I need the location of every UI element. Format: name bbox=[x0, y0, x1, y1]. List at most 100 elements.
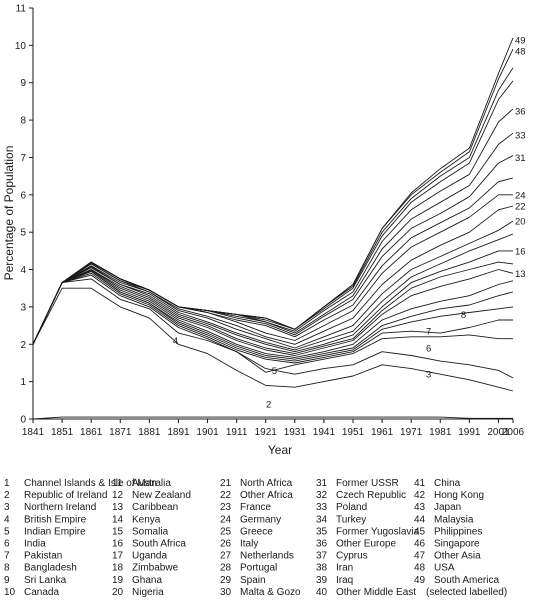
legend-text: Philippines bbox=[434, 526, 482, 537]
legend-text: Poland bbox=[336, 502, 367, 513]
x-tick-label: 1931 bbox=[284, 427, 307, 438]
legend-item: 20 Nigeria bbox=[112, 587, 164, 598]
legend-text: Former USSR bbox=[336, 478, 399, 489]
legend-item: 27 Netherlands bbox=[220, 551, 294, 562]
legend-text: Republic of Ireland bbox=[24, 490, 107, 501]
series-line-6 bbox=[32, 272, 513, 364]
legend-number: 8 bbox=[4, 563, 10, 574]
legend-number: 45 bbox=[414, 526, 426, 537]
legend-item: 45 Philippines bbox=[414, 526, 482, 537]
legend-number: 16 bbox=[112, 539, 124, 550]
legend-item: 49 South America bbox=[414, 575, 499, 586]
y-tick-label: 7 bbox=[20, 153, 26, 164]
y-tick-label: 0 bbox=[20, 415, 26, 426]
legend-item: 39 Iraq bbox=[316, 575, 353, 586]
legend-number: 49 bbox=[414, 575, 426, 586]
legend-number: 12 bbox=[112, 490, 124, 501]
legend-item: 24 Germany bbox=[220, 514, 281, 525]
x-tick-label: 2006 bbox=[502, 427, 525, 438]
legend-text: Other Asia bbox=[434, 551, 481, 562]
series-label: 2 bbox=[266, 400, 271, 411]
legend-number: 21 bbox=[220, 478, 232, 489]
legend-number: 2 bbox=[4, 490, 10, 501]
legend-number: 36 bbox=[316, 539, 328, 550]
legend-number: 28 bbox=[220, 563, 232, 574]
legend-item: 23 France bbox=[220, 502, 272, 513]
series-line-28 bbox=[32, 177, 514, 345]
y-tick-label: 11 bbox=[16, 4, 27, 15]
legend-number: 47 bbox=[414, 551, 426, 562]
legend-text: Iran bbox=[336, 563, 353, 574]
series-line-4 bbox=[32, 278, 514, 379]
legend-number: 39 bbox=[316, 575, 328, 586]
y-tick-label: 8 bbox=[20, 116, 26, 127]
legend-text: South Africa bbox=[132, 539, 186, 550]
legend-text: Czech Republic bbox=[336, 490, 406, 501]
legend-item: 5 Indian Empire bbox=[4, 526, 86, 537]
legend-number: 33 bbox=[316, 502, 328, 513]
legend-item: 2 Republic of Ireland bbox=[4, 490, 107, 501]
legend-number: 15 bbox=[112, 526, 124, 537]
legend-item: 6 India bbox=[4, 539, 46, 550]
legend-text: Netherlands bbox=[240, 551, 294, 562]
legend-item: 48 USA bbox=[414, 563, 455, 574]
x-tick-label: 1921 bbox=[255, 427, 278, 438]
series-line-14 bbox=[32, 261, 514, 355]
legend-item: 35 Former Yugoslavia bbox=[316, 526, 420, 537]
series-line-8 bbox=[32, 270, 514, 360]
series-line-20 bbox=[32, 220, 514, 349]
legend-item: 22 Other Africa bbox=[220, 490, 293, 501]
legend-item: 41 China bbox=[414, 478, 461, 489]
legend-item: 17 Uganda bbox=[112, 551, 167, 562]
legend-number: 3 bbox=[4, 502, 10, 513]
legend-number: 14 bbox=[112, 514, 124, 525]
series-line-18 bbox=[32, 233, 514, 351]
series-label: 36 bbox=[515, 106, 526, 117]
x-tick-label: 1951 bbox=[342, 427, 365, 438]
legend-text: Other Middle East bbox=[336, 587, 416, 598]
series-line-45 bbox=[32, 67, 514, 345]
legend-number: 4 bbox=[4, 514, 10, 525]
legend-item: 25 Greece bbox=[220, 526, 273, 537]
legend-text: Malaysia bbox=[434, 514, 474, 525]
legend-number: 38 bbox=[316, 563, 328, 574]
legend: 1 Channel Islands & Isle of Man 2 Republic … bbox=[4, 478, 507, 598]
legend-text: India bbox=[24, 539, 46, 550]
legend-text: Somalia bbox=[132, 526, 169, 537]
legend-text: Portugal bbox=[240, 563, 277, 574]
legend-text: Turkey bbox=[336, 514, 366, 525]
legend-text: Zimbabwe bbox=[132, 563, 179, 574]
legend-item: 14 Kenya bbox=[112, 514, 161, 525]
x-axis-ticks: 1841 1851 1861 1871 1881 1891 1901 1911 1921 1931… bbox=[22, 419, 525, 438]
series-line-1 bbox=[32, 416, 513, 420]
series-line-24 bbox=[32, 194, 513, 345]
legend-number: 25 bbox=[220, 526, 232, 537]
legend-number: 31 bbox=[316, 478, 328, 489]
x-tick-label: 1881 bbox=[138, 427, 161, 438]
legend-text: Bangladesh bbox=[24, 563, 77, 574]
y-tick-label: 6 bbox=[20, 190, 26, 201]
legend-item: 40 Other Middle East bbox=[316, 587, 416, 598]
series-label: 49 bbox=[515, 35, 526, 46]
legend-text: Germany bbox=[240, 514, 281, 525]
x-axis-title: Year bbox=[268, 443, 292, 457]
series-label: 33 bbox=[515, 131, 526, 142]
legend-number: 42 bbox=[414, 490, 426, 501]
x-tick-label: 1971 bbox=[400, 427, 423, 438]
legend-item: 1 Channel Islands & Isle of Man bbox=[4, 478, 157, 489]
legend-item: 13 Caribbean bbox=[112, 502, 178, 513]
legend-item: 46 Singapore bbox=[414, 539, 480, 550]
legend-item: 11 Australia bbox=[112, 478, 171, 489]
series-line-33 bbox=[32, 132, 514, 345]
legend-text: Other Europe bbox=[336, 539, 396, 550]
legend-text: Sri Lanka bbox=[24, 575, 67, 586]
series-line-48 bbox=[32, 48, 514, 345]
legend-text: Malta & Gozo bbox=[240, 587, 301, 598]
legend-text: Channel Islands & Isle of Man bbox=[24, 478, 157, 489]
legend-number: 40 bbox=[316, 587, 328, 598]
legend-text: Canada bbox=[24, 587, 59, 598]
legend-item: 12 New Zealand bbox=[112, 490, 191, 501]
legend-text: China bbox=[434, 478, 461, 489]
